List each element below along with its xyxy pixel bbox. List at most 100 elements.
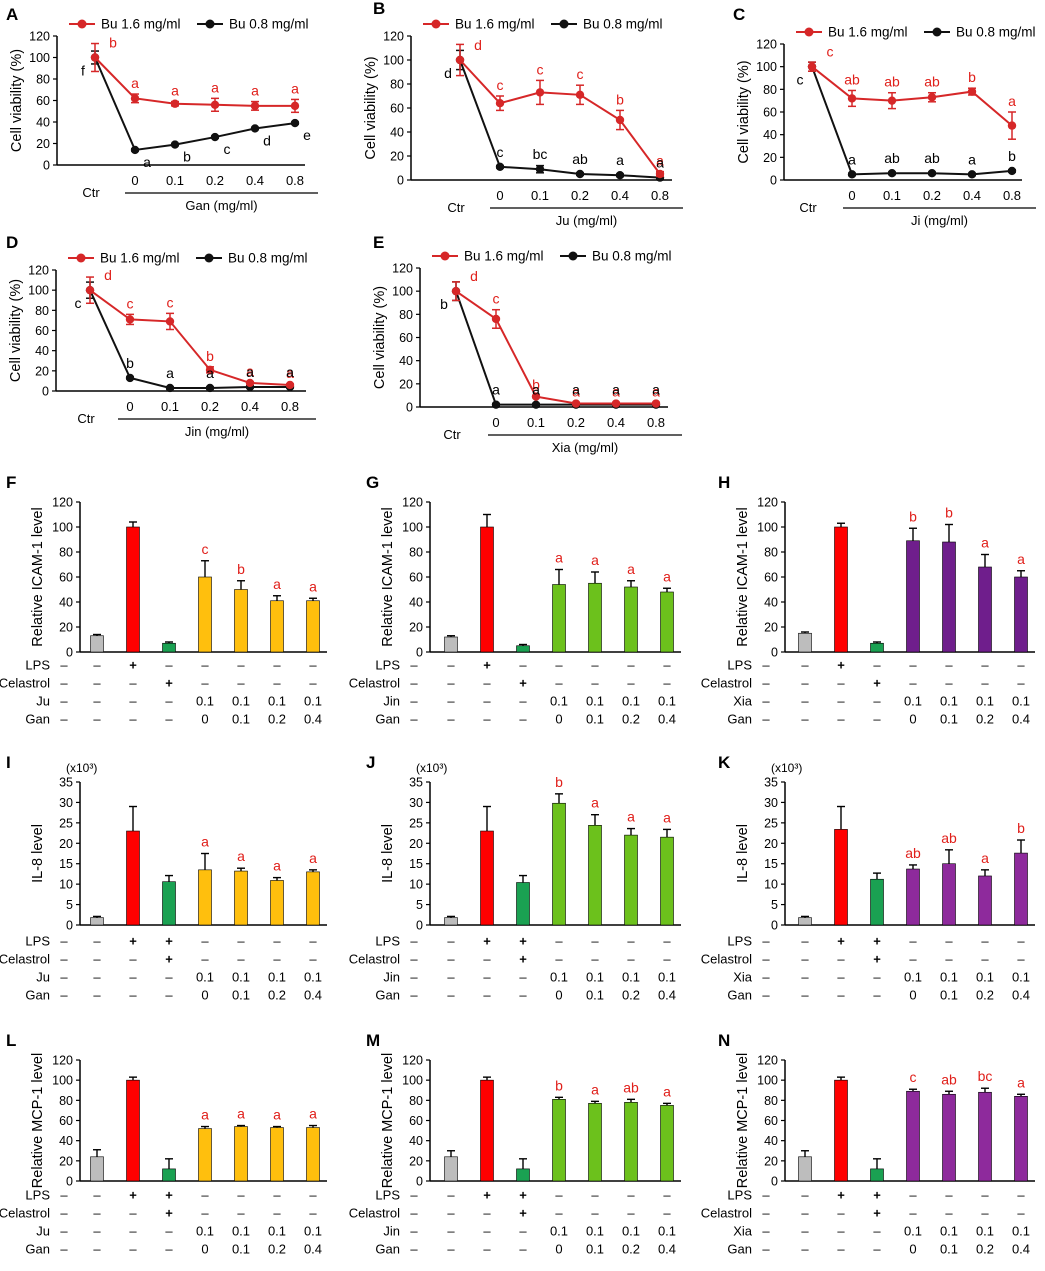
data-point [807, 62, 817, 71]
panel-B: B 0 20 40 60 80 100 120 Cell viability (%) Ctr 0 0.… [363, 0, 683, 228]
y-tick-label: 40 [36, 116, 50, 130]
significance-letter: a [206, 365, 214, 381]
row-label: Celastrol [349, 952, 400, 967]
data-point [571, 399, 581, 408]
y-tick-label: 0 [66, 1175, 73, 1189]
row-cell: – [663, 676, 671, 691]
bar [1014, 576, 1028, 653]
row-cell: + [873, 1206, 881, 1221]
row-cell: – [909, 1188, 917, 1203]
row-label: LPS [727, 934, 752, 949]
bar [552, 1099, 566, 1182]
row-label: Gan [375, 712, 400, 727]
row-cell: 0.1 [658, 970, 676, 985]
x-tick-label: Ctr [443, 427, 461, 442]
row-label: LPS [727, 658, 752, 673]
bar [870, 1168, 884, 1182]
y-tick-label: 25 [409, 816, 423, 830]
y-axis-label: Relative ICAM-1 level [30, 507, 46, 646]
y-tick-label: 80 [764, 1094, 778, 1108]
y-tick-label: 10 [409, 878, 423, 892]
row-label: Ju [36, 970, 50, 985]
row-cell: – [627, 676, 635, 691]
panel-label: L [6, 1031, 16, 1050]
data-point [250, 101, 260, 111]
row-cell: – [165, 658, 173, 673]
row-cell: – [945, 934, 953, 949]
series-line-bu-0-8 [459, 59, 661, 179]
row-cell: 0.4 [1012, 988, 1030, 1003]
row-cell: – [93, 694, 101, 709]
bar [798, 632, 812, 653]
row-cell: 0.1 [232, 1224, 250, 1239]
data-point [90, 53, 100, 62]
row-cell: 0 [201, 712, 208, 727]
bar [90, 1156, 104, 1182]
row-label: Gan [727, 1242, 752, 1257]
row-cell: – [555, 952, 563, 967]
bar [798, 1156, 812, 1182]
row-cell: – [273, 934, 281, 949]
row-label: Gan [375, 1242, 400, 1257]
y-tick-label: 60 [59, 1114, 73, 1128]
row-cell: – [447, 970, 455, 985]
legend-label: Bu 0.8 mg/ml [229, 17, 309, 32]
data-point [927, 169, 937, 178]
row-cell: – [447, 676, 455, 691]
bar [552, 584, 566, 653]
y-axis-label: Relative ICAM-1 level [380, 507, 396, 646]
x-tick-label: 0.8 [286, 173, 304, 188]
x-tick-label: 0.1 [883, 188, 901, 203]
row-dash: – [60, 712, 68, 727]
data-point [290, 101, 300, 111]
y-tick-label: 60 [409, 571, 423, 585]
bar [234, 1126, 248, 1182]
data-point [205, 383, 215, 393]
y-tick-label: 100 [757, 521, 778, 535]
panel-F: F 0 20 40 60 80 100 120 Relative ICAM-1 level c b a… [0, 473, 327, 727]
y-tick-label: 40 [35, 344, 49, 358]
row-cell: + [873, 1188, 881, 1203]
row-cell: – [801, 676, 809, 691]
row-cell: 0.2 [268, 712, 286, 727]
row-cell: – [837, 970, 845, 985]
row-cell: + [837, 1188, 845, 1203]
row-cell: – [519, 988, 527, 1003]
row-cell: – [873, 1224, 881, 1239]
significance-letter: a [848, 151, 856, 167]
row-label: Gan [25, 712, 50, 727]
row-cell: + [873, 934, 881, 949]
row-cell: – [273, 658, 281, 673]
row-dash: – [60, 952, 68, 967]
data-point [495, 162, 505, 171]
significance-letter: f [81, 63, 85, 79]
significance-letter: a [246, 363, 254, 379]
row-label: Ju [36, 1224, 50, 1239]
y-tick-label: 5 [771, 898, 778, 912]
row-cell: – [273, 1188, 281, 1203]
row-cell: – [591, 1206, 599, 1221]
series-line-bu-0-8 [811, 66, 1013, 176]
data-point [170, 99, 180, 108]
row-cell: – [981, 1188, 989, 1203]
data-point [575, 169, 585, 179]
row-cell: 0 [555, 988, 562, 1003]
row-cell: – [1017, 952, 1025, 967]
row-cell: 0.1 [1012, 694, 1030, 709]
row-cell: 0.1 [586, 970, 604, 985]
row-cell: + [519, 1206, 527, 1221]
row-cell: 0.4 [304, 1242, 322, 1257]
bar [306, 871, 320, 926]
row-cell: – [1017, 1206, 1025, 1221]
data-point [250, 124, 260, 133]
y-axis-multiplier: (x10³) [66, 761, 97, 775]
row-cell: 0.4 [1012, 1242, 1030, 1257]
y-tick-label: 0 [43, 159, 50, 173]
legend-label: Bu 1.6 mg/ml [100, 251, 180, 266]
data-point [535, 88, 545, 97]
row-cell: 0.1 [658, 1224, 676, 1239]
row-label: Jin [383, 694, 400, 709]
significance-letter: a [572, 382, 580, 398]
y-tick-label: 30 [59, 796, 73, 810]
